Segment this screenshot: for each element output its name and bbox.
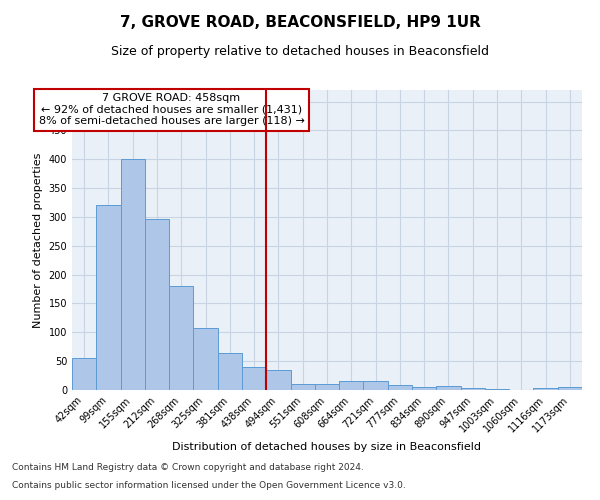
Bar [436,386,461,390]
Bar [96,206,121,390]
Text: Size of property relative to detached houses in Beaconsfield: Size of property relative to detached ho… [111,45,489,58]
Bar [145,218,169,390]
Bar [339,382,364,390]
Bar [242,367,266,390]
Text: Contains public sector information licensed under the Open Government Licence v3: Contains public sector information licen… [12,481,406,490]
Y-axis label: Number of detached properties: Number of detached properties [33,152,43,328]
Text: 7, GROVE ROAD, BEACONSFIELD, HP9 1UR: 7, GROVE ROAD, BEACONSFIELD, HP9 1UR [119,15,481,30]
Bar [558,387,582,390]
Bar [218,352,242,390]
Text: 7 GROVE ROAD: 458sqm
← 92% of detached houses are smaller (1,431)
8% of semi-det: 7 GROVE ROAD: 458sqm ← 92% of detached h… [38,93,304,126]
Bar [461,388,485,390]
Bar [121,159,145,390]
Text: Contains HM Land Registry data © Crown copyright and database right 2024.: Contains HM Land Registry data © Crown c… [12,464,364,472]
X-axis label: Distribution of detached houses by size in Beaconsfield: Distribution of detached houses by size … [173,442,482,452]
Bar [364,382,388,390]
Bar [290,384,315,390]
Bar [193,328,218,390]
Bar [72,358,96,390]
Bar [485,389,509,390]
Bar [266,370,290,390]
Bar [533,388,558,390]
Bar [388,385,412,390]
Bar [412,387,436,390]
Bar [169,286,193,390]
Bar [315,384,339,390]
